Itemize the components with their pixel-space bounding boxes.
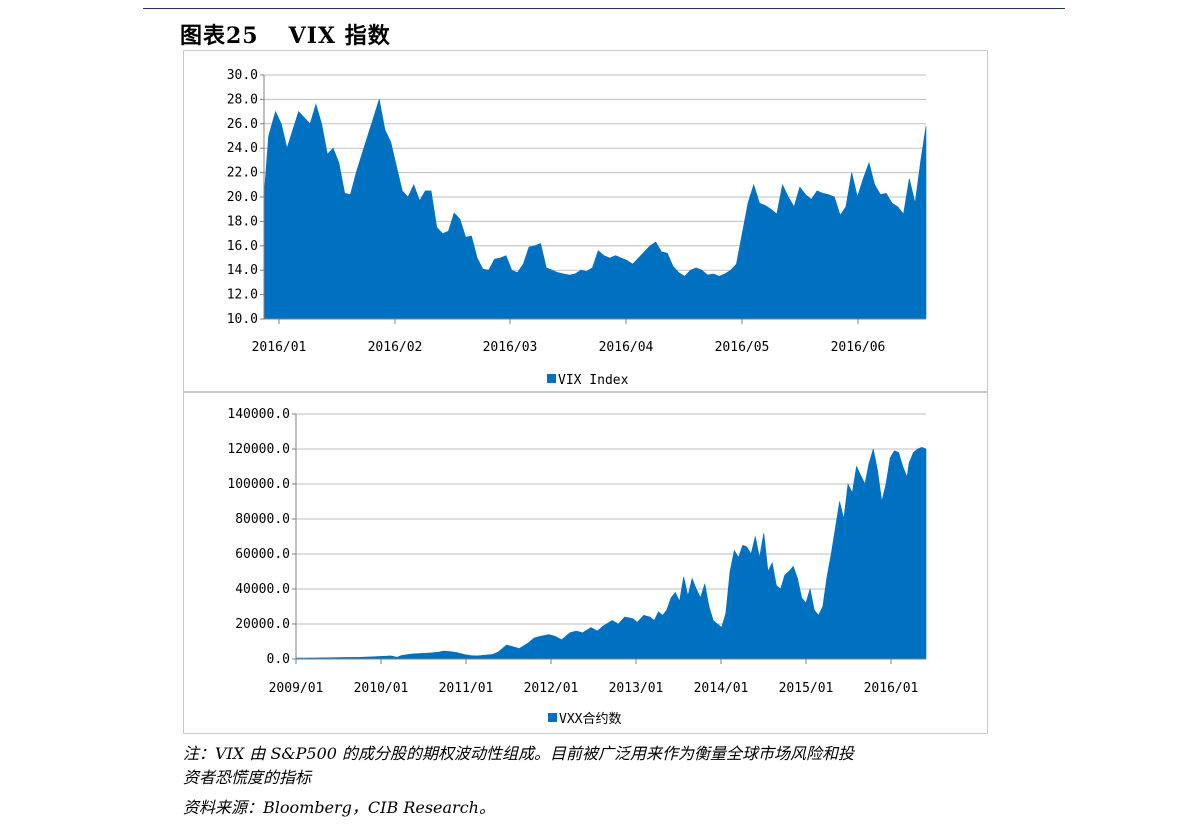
top-rule [143,8,1065,9]
series-area-vix [263,99,927,320]
x-tick-label-vix: 2016/05 [715,340,770,355]
figure-label: 图表25 [180,23,259,49]
note-line-2: 资者恐慌度的指标 [183,768,312,787]
x-tick-label-vxx: 2010/01 [354,681,409,696]
figure-title-text: VIX 指数 [288,23,391,49]
legend-swatch-vix [547,374,556,383]
source-note: 资料来源：Bloomberg，CIB Research。 [183,798,495,817]
vix-chart: 10.0 12.0 14.0 16.0 18.0 20.0 22.0 24.0 26.0 28.0… [227,68,927,388]
y-tick-label-vix: 30.0 [227,68,258,83]
x-tick-label-vxx: 2014/01 [694,681,749,696]
series-area-vxx [295,446,927,660]
y-tick-label-vix: 12.0 [227,288,258,303]
y-tick-label-vxx: 40000.0 [235,582,290,597]
y-tick-label-vix: 28.0 [227,92,258,107]
vix-chart-panel: 10.0 12.0 14.0 16.0 18.0 20.0 22.0 24.0 26.0 28.0… [183,50,988,392]
x-tick-label-vix: 2016/02 [368,340,423,355]
x-tick-label-vix: 2016/01 [252,340,307,355]
x-tick-label-vxx: 2009/01 [269,681,324,696]
y-tick-label-vxx: 0.0 [267,652,290,667]
y-tick-label-vix: 16.0 [227,239,258,254]
x-tick-label-vxx: 2013/01 [609,681,664,696]
y-tick-label-vxx: 120000.0 [227,442,290,457]
x-tick-label-vxx: 2015/01 [779,681,834,696]
x-tick-label-vxx: 2011/01 [439,681,494,696]
y-tick-label-vxx: 140000.0 [227,407,290,422]
y-tick-label-vxx: 80000.0 [235,512,290,527]
y-tick-label-vxx: 60000.0 [235,547,290,562]
vxx-chart-panel: 0.0 20000.0 40000.0 60000.0 80000.0 100000.0 1… [183,392,988,734]
y-tick-label-vxx: 20000.0 [235,617,290,632]
legend-swatch-vxx [548,713,557,722]
x-tick-label-vix: 2016/03 [483,340,538,355]
y-tick-label-vxx: 100000.0 [227,477,290,492]
y-tick-label-vix: 18.0 [227,214,258,229]
y-tick-label-vix: 14.0 [227,263,258,278]
y-tick-label-vix: 22.0 [227,166,258,181]
y-tick-label-vix: 24.0 [227,141,258,156]
vxx-chart: 0.0 20000.0 40000.0 60000.0 80000.0 100000.0 1… [227,407,927,727]
y-tick-label-vix: 20.0 [227,190,258,205]
legend-label-vxx: VXX合约数 [559,712,621,727]
y-tick-label-vix: 10.0 [227,312,258,327]
x-tick-label-vix: 2016/04 [599,340,654,355]
legend-label-vix: VIX Index [558,373,629,388]
note-line-1: 注：VIX 由 S&P500 的成分股的期权波动性组成。目前被广泛用来作为衡量全… [183,744,855,763]
figure-title: 图表25 VIX 指数 [180,18,391,50]
y-tick-label-vix: 26.0 [227,117,258,132]
x-tick-label-vxx: 2016/01 [864,681,919,696]
x-tick-label-vxx: 2012/01 [524,681,579,696]
x-tick-label-vix: 2016/06 [831,340,886,355]
